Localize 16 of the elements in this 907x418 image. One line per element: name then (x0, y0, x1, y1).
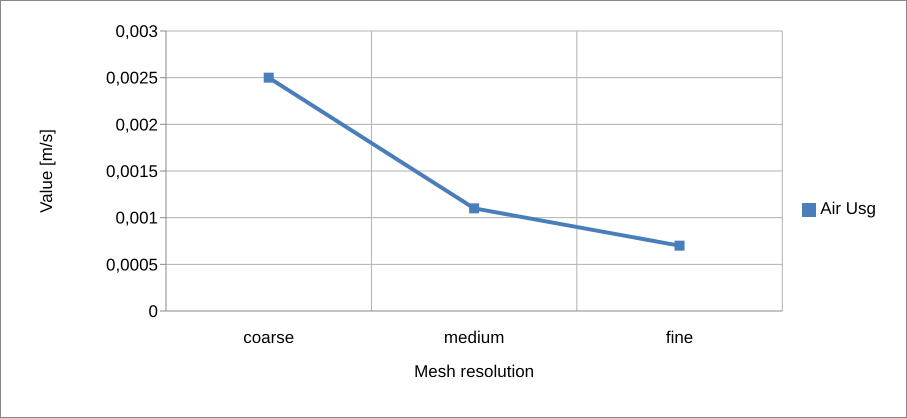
y-tick-label: 0,002 (115, 115, 158, 134)
y-tick-label: 0 (148, 302, 158, 322)
x-tick-label: coarse (243, 328, 294, 348)
point (674, 240, 685, 251)
y-tick-label: 0,003 (115, 22, 158, 42)
x-tick-label: medium (444, 328, 504, 348)
point (469, 203, 480, 214)
point (264, 72, 274, 83)
x-tick-label: fine (666, 328, 694, 348)
y-tick-label: 0,0005 (106, 255, 158, 274)
legend-label: Air Usg (820, 199, 876, 218)
y-axis-title: Value [m/s] (37, 129, 56, 213)
x-axis-title: Mesh resolution (414, 362, 534, 381)
y-tick-label: 0,0025 (106, 68, 158, 88)
y-tick-label: 0,001 (115, 208, 158, 228)
y-tick-label: 0,0015 (106, 162, 158, 182)
